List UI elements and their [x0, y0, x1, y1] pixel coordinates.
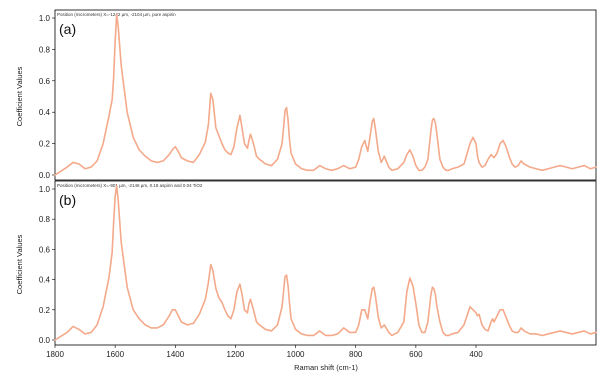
y-tick-label: 0.4 [39, 276, 51, 285]
y-tick-label: 0.0 [39, 336, 51, 345]
y-axis-title: Coefficient Values [15, 66, 24, 126]
y-tick-label: 0.6 [39, 245, 51, 254]
x-tick-label: 1600 [106, 350, 124, 359]
plot-frame [54, 9, 597, 181]
panel-label: (a) [59, 21, 76, 37]
y-tick-label: 0.6 [39, 77, 51, 86]
y-tick-label: 0.4 [39, 108, 51, 117]
x-axis-title: Raman shift (cm-1) [294, 363, 358, 372]
spectrum-line [54, 14, 597, 176]
x-tick-label: 1000 [287, 350, 305, 359]
x-tick-label: 1400 [166, 350, 184, 359]
y-tick-label: 0.8 [39, 215, 51, 224]
y-axis-title: Coefficient Values [15, 234, 24, 294]
y-tick-label: 0.2 [39, 306, 51, 315]
spectrum-line [54, 185, 597, 341]
x-tick-label: 800 [349, 350, 363, 359]
y-tick-label: 0.8 [39, 45, 51, 54]
y-tick-label: 1.0 [39, 14, 51, 23]
x-tick-label: 1800 [46, 350, 64, 359]
plot-frame [54, 180, 597, 346]
y-tick-label: 0.2 [39, 140, 51, 149]
x-tick-label: 600 [409, 350, 423, 359]
y-tick-label: 1.0 [39, 185, 51, 194]
x-tick-label: 400 [469, 350, 483, 359]
y-tick-label: 0.0 [39, 171, 51, 180]
x-axis: 1800 1600 1400 1200 1000 800 600 400 [46, 345, 483, 359]
panels-layer: 0.0 0.2 0.4 0.6 0.8 1.0 Coefficient Values Posi… [15, 9, 597, 346]
panel-label: (b) [59, 192, 76, 208]
x-tick-label: 1200 [227, 350, 245, 359]
panel-header-text: Position (micrometers) X=-901 µm, -2146 … [57, 183, 203, 188]
panel-b: 0.0 0.2 0.4 0.6 0.8 1.0 Coefficient Values Posi… [15, 180, 597, 346]
